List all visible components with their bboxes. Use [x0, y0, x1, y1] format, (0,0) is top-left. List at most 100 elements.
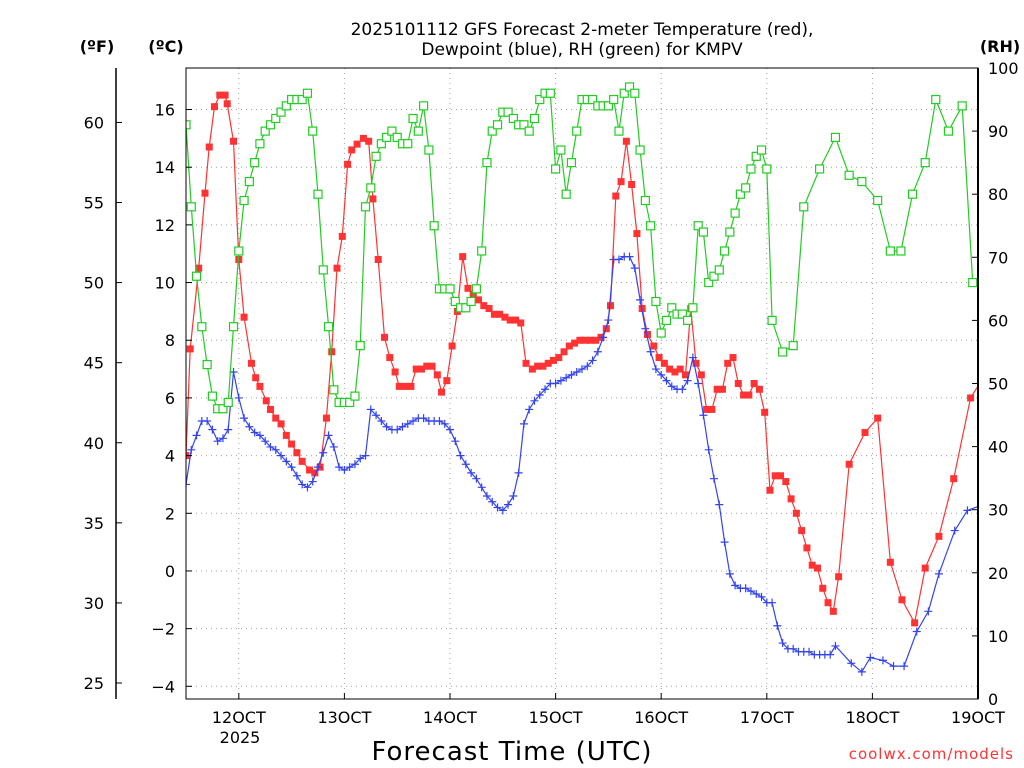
temperature-point [211, 103, 219, 111]
rh-point [778, 347, 788, 357]
temperature-point [549, 356, 557, 364]
temperature-point [262, 397, 270, 405]
temperature-point [766, 486, 774, 494]
celsius-tick-label: 2 [165, 504, 175, 523]
dewpoint-point [403, 419, 412, 428]
temperature-point [819, 584, 827, 592]
dewpoint-point [525, 405, 534, 414]
fahrenheit-tick-label: 30 [84, 594, 104, 613]
temperature-point [412, 365, 420, 373]
temperature-point [750, 380, 758, 387]
temperature-point [708, 405, 716, 413]
celsius-tick-label: −4 [151, 677, 175, 696]
dewpoint-point [456, 451, 465, 460]
dewpoint-point [245, 422, 254, 431]
dewpoint-point [187, 445, 196, 454]
rh-point [566, 158, 577, 168]
celsius-tick-label: −2 [151, 620, 175, 639]
rh-point [725, 227, 735, 237]
temperature-point [544, 359, 552, 367]
rh-point [519, 120, 529, 130]
x-tick-label: 17OCT [740, 708, 794, 727]
fahrenheit-tick-label: 40 [84, 434, 104, 453]
rh-point [239, 195, 249, 206]
rh-point [508, 113, 518, 124]
rh-point [979, 279, 987, 287]
temperature-point [697, 371, 705, 379]
fahrenheit-tick-label: 25 [84, 674, 104, 693]
dewpoint-point [990, 466, 998, 474]
temperature-point [186, 345, 194, 353]
dewpoint-point [504, 500, 513, 509]
dewpoint-point [218, 434, 227, 443]
temperature-point [511, 316, 519, 324]
rh-point [885, 246, 895, 256]
dewpoint-point [831, 641, 840, 650]
dewpoint-point [519, 419, 528, 428]
dewpoint-point [657, 370, 666, 379]
temperature-point [240, 313, 248, 321]
temperature-point [1006, 400, 1013, 407]
dewpoint-point [963, 506, 972, 515]
rh-point [873, 195, 883, 206]
rh-point [968, 277, 978, 288]
temperature-point [676, 365, 684, 373]
rh-tick-label: 70 [988, 248, 1008, 267]
rh-point [350, 391, 360, 401]
dewpoint-point [604, 316, 613, 325]
rh-tick-label: 30 [988, 501, 1008, 520]
rh-point [799, 202, 809, 212]
dewpoint-point [488, 497, 497, 506]
dewpoint-point [319, 448, 328, 457]
temperature-point [534, 362, 542, 370]
dewpoint-point [398, 422, 407, 431]
dewpoint-point [277, 451, 286, 460]
rh-point [756, 145, 767, 155]
rh-point [603, 101, 614, 111]
temperature-point [402, 382, 410, 390]
dewpoint-point [255, 431, 264, 440]
dewpoint-point [192, 431, 201, 440]
rh-point [186, 120, 191, 130]
rh-point [844, 170, 854, 180]
temperature-point [829, 607, 837, 615]
x-sublabel: 2025 [220, 728, 261, 747]
dewpoint-point [588, 356, 597, 365]
rh-point [857, 176, 867, 187]
rh-point [661, 315, 672, 325]
dewpoint-point [826, 650, 835, 659]
x-axis-title: Forecast Time (UTC) [371, 737, 652, 767]
rh-point [186, 202, 196, 212]
dewpoint-point [451, 437, 460, 446]
dewpoint-point [419, 414, 428, 423]
x-tick-label: 16OCT [634, 708, 688, 727]
dewpoint-point [208, 425, 217, 434]
dewpoint-point [329, 442, 338, 451]
chart-title-line2: Dewpoint (blue), RH (green) for KMPV [421, 40, 743, 60]
title: 2025101112 GFS Forecast 2-meter Temperat… [351, 20, 814, 60]
temperature-point [522, 359, 530, 367]
temperature-point [787, 495, 795, 503]
dewpoint-point [435, 416, 444, 425]
temperature-point [322, 414, 330, 422]
rh-point [271, 113, 281, 124]
dewpoint-point [593, 347, 602, 356]
rh-point [413, 126, 423, 136]
temperature-point [734, 380, 742, 387]
temperature-point [792, 509, 800, 517]
temperature-point [311, 469, 319, 477]
rh-point [466, 296, 476, 307]
rh-tick-label: 60 [988, 311, 1008, 330]
rh-point [698, 227, 709, 237]
temperature-point [692, 359, 700, 367]
dewpoint-point [572, 367, 581, 376]
temperature-point [230, 137, 238, 145]
rh-point [957, 101, 967, 111]
temperature-point [643, 330, 651, 338]
temperature-point [195, 264, 203, 272]
temperature-point [221, 91, 229, 99]
temperature-point [528, 365, 536, 373]
dewpoint-point [461, 460, 470, 469]
dewpoint-point [298, 480, 307, 489]
dewpoint-point [599, 333, 608, 342]
